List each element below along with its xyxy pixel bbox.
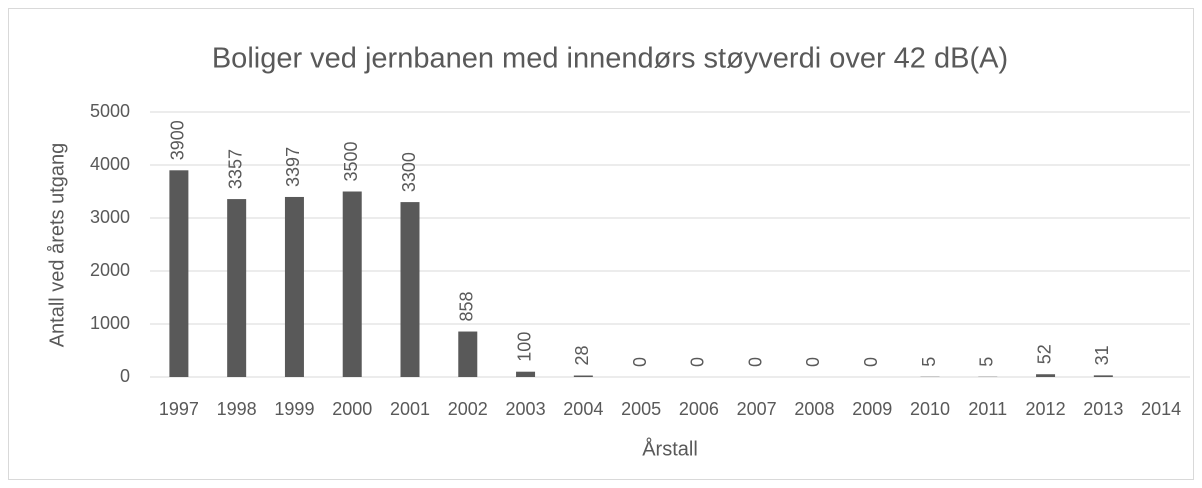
x-tick-label: 1999 bbox=[274, 399, 314, 419]
x-tick-label: 2006 bbox=[679, 399, 719, 419]
bar bbox=[169, 170, 189, 377]
bar bbox=[342, 191, 362, 377]
x-tick-label: 2005 bbox=[621, 399, 661, 419]
x-tick-label: 1998 bbox=[217, 399, 257, 419]
y-tick-label: 2000 bbox=[90, 260, 130, 280]
data-label: 3900 bbox=[168, 120, 188, 160]
bar bbox=[516, 371, 536, 377]
x-tick-label: 2008 bbox=[794, 399, 834, 419]
bar bbox=[458, 331, 478, 377]
bar bbox=[284, 196, 304, 377]
data-label: 100 bbox=[514, 332, 534, 362]
data-label: 5 bbox=[977, 357, 997, 367]
data-label: 52 bbox=[1034, 344, 1054, 364]
data-label: 858 bbox=[457, 291, 477, 321]
x-tick-label: 2002 bbox=[448, 399, 488, 419]
x-tick-label: 2000 bbox=[332, 399, 372, 419]
data-label: 3300 bbox=[399, 152, 419, 192]
y-tick-label: 0 bbox=[120, 366, 130, 386]
data-label: 31 bbox=[1092, 345, 1112, 365]
bar bbox=[227, 199, 247, 377]
x-tick-label: 2003 bbox=[506, 399, 546, 419]
x-tick-label: 2013 bbox=[1083, 399, 1123, 419]
x-tick-label: 1997 bbox=[159, 399, 199, 419]
x-tick-label: 2011 bbox=[968, 399, 1007, 419]
data-label: 3357 bbox=[225, 149, 245, 189]
data-label: 0 bbox=[861, 357, 881, 367]
data-label: 5 bbox=[919, 357, 939, 367]
bar bbox=[400, 202, 420, 377]
x-tick-label: 2001 bbox=[390, 399, 430, 419]
x-tick-label: 2007 bbox=[737, 399, 777, 419]
data-label: 3397 bbox=[283, 147, 303, 187]
y-axis-label: Antall ved årets utgang bbox=[46, 143, 68, 348]
x-axis-label: Årstall bbox=[642, 437, 698, 460]
bar bbox=[1036, 374, 1056, 377]
y-tick-label: 4000 bbox=[90, 154, 130, 174]
x-tick-label: 2012 bbox=[1026, 399, 1066, 419]
y-tick-label: 1000 bbox=[90, 313, 130, 333]
data-label: 3500 bbox=[341, 141, 361, 181]
data-label: 0 bbox=[630, 357, 650, 367]
chart-title: Boliger ved jernbanen med innendørs støy… bbox=[212, 43, 1008, 75]
data-label: 0 bbox=[803, 357, 823, 367]
data-label: 28 bbox=[572, 345, 592, 365]
x-tick-label: 2009 bbox=[852, 399, 892, 419]
chart-border bbox=[8, 8, 1194, 480]
bar bbox=[573, 375, 593, 377]
bar bbox=[1093, 375, 1113, 377]
y-tick-label: 3000 bbox=[90, 207, 130, 227]
x-tick-label: 2010 bbox=[910, 399, 950, 419]
y-tick-label: 5000 bbox=[90, 101, 130, 121]
data-label: 0 bbox=[745, 357, 765, 367]
x-tick-label: 2004 bbox=[563, 399, 603, 419]
x-tick-label: 2014 bbox=[1141, 399, 1181, 419]
data-label: 0 bbox=[688, 357, 708, 367]
